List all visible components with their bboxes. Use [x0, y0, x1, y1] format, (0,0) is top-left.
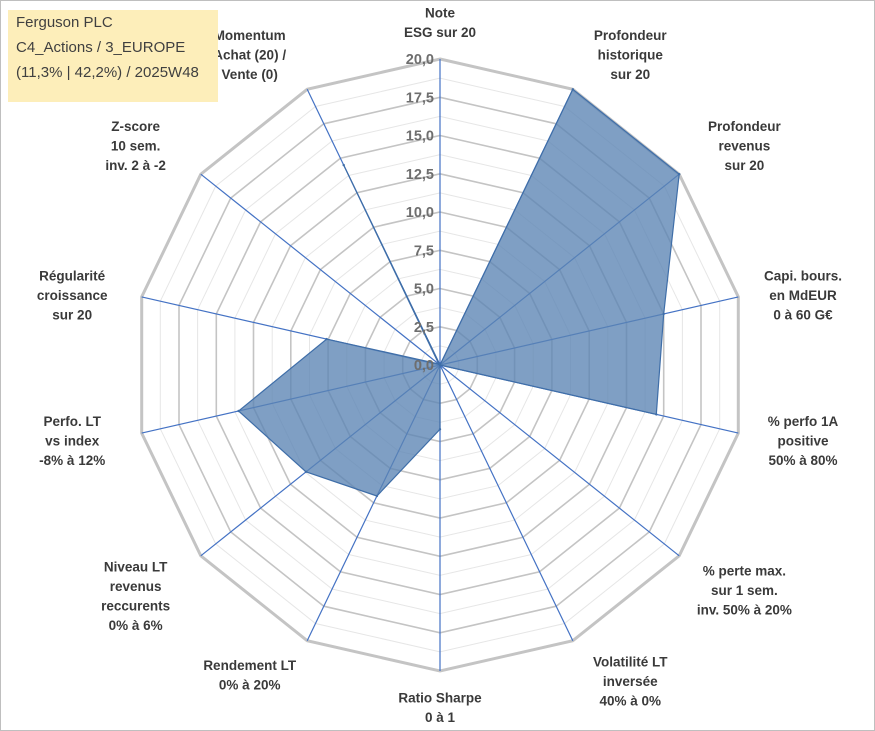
tick-label: 5,0 — [414, 282, 434, 298]
spoke-line — [439, 364, 574, 641]
data-point — [678, 173, 681, 176]
data-point — [662, 312, 665, 316]
axis-label: Rendement LT 0% à 20% — [203, 658, 297, 693]
axis-label-line: en MdEUR — [769, 288, 837, 303]
chart-title-box: Ferguson PLC C4_Actions / 3_EUROPE (11,3… — [8, 10, 218, 102]
axis-label: Volatilité LT inversée 40% à 0% — [593, 654, 668, 708]
axis-label-line: Perfo. LT — [43, 414, 101, 429]
tick-label: 17,5 — [406, 90, 434, 106]
chart-subtitle-category: C4_Actions / 3_EUROPE — [16, 39, 186, 56]
axis-label-line: % perfo 1A — [768, 414, 839, 429]
axis-label-line: historique — [598, 48, 664, 63]
axis-label-line: Niveau LT — [104, 559, 168, 574]
tick-label: 7,5 — [414, 243, 434, 259]
axis-label-line: inv. 2 à -2 — [105, 158, 166, 173]
radar-tick-labels: 0,0 2,5 5,0 7,5 10,0 12,5 15,0 17,5 20,0 — [406, 52, 434, 374]
data-point — [237, 409, 240, 413]
axis-label-line: % perte max. — [703, 563, 786, 578]
axis-label-line: 0 à 60 G€ — [773, 307, 833, 322]
data-point — [655, 413, 658, 416]
axis-label-line: Régularité — [39, 268, 106, 283]
chart-subtitle-stats: (11,3% | 42,2%) / 2025W48 — [16, 64, 199, 81]
chart-title: Ferguson PLC — [16, 14, 113, 31]
axis-label: % perte max. sur 1 sem. inv. 50% à 20% — [697, 563, 792, 617]
axis-label: % perfo 1A positive 50% à 80% — [768, 414, 839, 468]
data-point — [438, 428, 442, 431]
data-series-area — [237, 88, 680, 497]
axis-label-line: inv. 50% à 20% — [697, 602, 792, 617]
axis-label-line: Momentum — [214, 28, 286, 43]
axis-label: Capi. bours. en MdEUR 0 à 60 G€ — [764, 268, 842, 322]
axis-label-line: 0% à 6% — [109, 618, 163, 633]
axis-label-line: positive — [777, 434, 829, 449]
axis-label-line: Capi. bours. — [764, 268, 842, 283]
axis-label-line: sur 1 sem. — [711, 583, 778, 598]
axis-label: Z-score 10 sem. inv. 2 à -2 — [105, 119, 166, 173]
axis-label-line: revenus — [719, 139, 771, 154]
axis-label-line: Profondeur — [594, 28, 667, 43]
axis-label-line: revenus — [110, 579, 162, 594]
axis-label-line: Note — [425, 6, 455, 21]
data-point — [437, 362, 440, 366]
tick-label: 0,0 — [414, 358, 434, 374]
tick-label: 10,0 — [406, 205, 434, 221]
axis-label-line: ESG sur 20 — [404, 25, 476, 40]
axis-label-line: Vente (0) — [222, 67, 278, 82]
axis-label-line: Z-score — [111, 119, 160, 134]
axis-label-line: sur 20 — [52, 307, 92, 322]
tick-label: 15,0 — [406, 129, 434, 145]
axis-label-line: Profondeur — [708, 119, 781, 134]
axis-label-line: 40% à 0% — [600, 693, 662, 708]
radar-series — [237, 88, 681, 498]
tick-label: 20,0 — [406, 52, 434, 68]
axis-label-line: -8% à 12% — [39, 453, 105, 468]
radar-axis-labels: Note ESG sur 20 Profondeur historique sur 20… — [37, 6, 842, 726]
data-point — [375, 494, 379, 498]
axis-label: Momentum Achat (20) / Vente (0) — [213, 28, 286, 82]
data-point — [571, 88, 574, 91]
axis-label: Ratio Sharpe 0 à 1 — [398, 691, 482, 726]
axis-label-line: Volatilité LT — [593, 654, 668, 669]
axis-label-line: 0% à 20% — [219, 678, 281, 693]
axis-label-line: inversée — [603, 674, 658, 689]
tick-label: 2,5 — [414, 320, 434, 336]
spoke-line — [439, 364, 680, 557]
axis-label-line: Rendement LT — [203, 658, 297, 673]
axis-label: Perfo. LT vs index -8% à 12% — [39, 414, 105, 468]
axis-label-line: Achat (20) / — [213, 48, 286, 63]
spoke-line — [200, 173, 441, 366]
data-point — [304, 470, 308, 473]
axis-label: Niveau LT revenus reccurents 0% à 6% — [101, 559, 170, 633]
axis-label: Profondeur revenus sur 20 — [708, 119, 781, 173]
axis-label: Régularité croissance sur 20 — [37, 268, 108, 322]
data-point — [342, 163, 345, 167]
axis-label-line: croissance — [37, 288, 108, 303]
axis-label-line: reccurents — [101, 598, 170, 613]
axis-label: Note ESG sur 20 — [404, 6, 476, 41]
axis-label-line: 10 sem. — [111, 139, 161, 154]
axis-label-line: 0 à 1 — [425, 710, 456, 725]
axis-label-line: Ratio Sharpe — [398, 691, 482, 706]
axis-label-line: sur 20 — [610, 67, 650, 82]
axis-label-line: vs index — [45, 434, 100, 449]
data-point — [325, 337, 328, 341]
tick-label: 12,5 — [406, 167, 434, 183]
axis-label: Profondeur historique sur 20 — [594, 28, 667, 82]
axis-label-line: 50% à 80% — [768, 453, 837, 468]
axis-label-line: sur 20 — [725, 158, 765, 173]
